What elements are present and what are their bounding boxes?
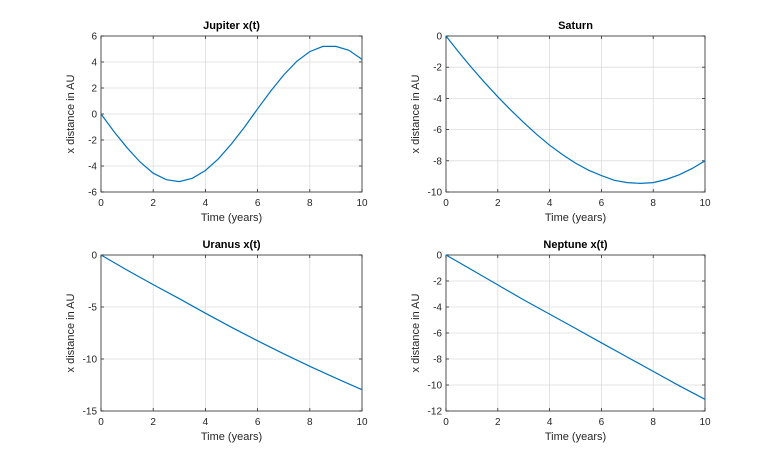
neptune-x-tick-label: 8: [650, 417, 656, 428]
saturn-x-tick-label: 2: [495, 198, 501, 209]
saturn-x-tick-label: 8: [650, 198, 656, 209]
saturn-x-axis-label: Time (years): [545, 212, 606, 224]
uranus-x-tick-label: 2: [150, 417, 156, 428]
neptune-y-tick-label: 0: [436, 251, 442, 262]
jupiter-y-tick-label: -6: [88, 188, 97, 199]
jupiter-x-tick-label: 6: [255, 198, 261, 209]
saturn-title: Saturn: [558, 20, 593, 32]
jupiter-x-tick-label: 4: [203, 198, 209, 209]
neptune-x-tick-label: 0: [443, 417, 449, 428]
uranus-x-tick-label: 8: [307, 417, 313, 428]
neptune-x-tick-label: 6: [599, 417, 605, 428]
neptune-title: Neptune x(t): [543, 239, 608, 251]
jupiter-x-tick-label: 8: [307, 198, 313, 209]
neptune-chart: 0 2 4 6 8 10 -12 -10 -8 -6 -4 -2 0 Neptune x(t) Time (…: [410, 239, 711, 443]
jupiter-y-tick-label: 4: [91, 58, 97, 69]
jupiter-series-line: [100, 45, 363, 183]
neptune-y-tick-label: -4: [433, 303, 442, 314]
saturn-y-tick-label: -6: [433, 125, 442, 136]
uranus-y-tick-label: -15: [83, 407, 98, 418]
neptune-x-axis-label: Time (years): [545, 431, 606, 443]
saturn-y-tick-label: -2: [433, 63, 442, 74]
neptune-y-tick-label: -6: [433, 329, 442, 340]
saturn-y-axis-label: x distance in AU: [410, 75, 422, 154]
uranus-x-tick-label: 10: [356, 417, 368, 428]
saturn-chart: 0 2 4 6 8 10 -10 -8 -6 -4 -2 0 Saturn Time (years) x d…: [410, 20, 711, 224]
neptune-y-tick-label: -10: [428, 381, 443, 392]
uranus-y-axis-label: x distance in AU: [65, 294, 77, 373]
jupiter-y-axis-label: x distance in AU: [65, 75, 77, 154]
uranus-x-tick-label: 0: [98, 417, 104, 428]
jupiter-chart: 0 2 4 6 8 10 -6 -4 -2 0 2 4 6 Jupiter x(t) Time (years…: [65, 20, 368, 224]
neptune-x-tick-label: 10: [699, 417, 711, 428]
neptune-y-tick-label: -2: [433, 277, 442, 288]
saturn-plot-area: [445, 35, 706, 193]
saturn-x-tick-label: 6: [599, 198, 605, 209]
neptune-x-tick-label: 2: [495, 417, 501, 428]
uranus-title: Uranus x(t): [202, 239, 260, 251]
neptune-y-axis-label: x distance in AU: [410, 294, 422, 373]
uranus-y-tick-label: -5: [88, 303, 97, 314]
neptune-y-tick-label: -8: [433, 355, 442, 366]
saturn-x-tick-label: 10: [699, 198, 711, 209]
uranus-plot-area: [100, 254, 363, 412]
jupiter-x-tick-label: 2: [150, 198, 156, 209]
neptune-series-line: [445, 254, 706, 400]
jupiter-y-tick-label: -4: [88, 162, 97, 173]
uranus-y-tick-label: -10: [83, 355, 98, 366]
uranus-x-axis-label: Time (years): [201, 431, 262, 443]
jupiter-y-tick-label: 0: [91, 110, 97, 121]
saturn-y-tick-label: -8: [433, 156, 442, 167]
saturn-y-tick-label: -4: [433, 94, 442, 105]
jupiter-y-tick-label: -2: [88, 136, 97, 147]
uranus-y-tick-label: 0: [91, 251, 97, 262]
neptune-x-tick-label: 4: [547, 417, 553, 428]
neptune-y-tick-label: -12: [428, 407, 443, 418]
jupiter-x-tick-label: 0: [98, 198, 104, 209]
saturn-y-tick-label: 0: [436, 32, 442, 43]
uranus-series-line: [100, 254, 363, 391]
jupiter-x-axis-label: Time (years): [201, 212, 262, 224]
saturn-x-tick-label: 4: [547, 198, 553, 209]
saturn-x-tick-label: 0: [443, 198, 449, 209]
jupiter-title: Jupiter x(t): [203, 20, 260, 32]
uranus-x-tick-label: 6: [255, 417, 261, 428]
saturn-series-line: [445, 35, 706, 185]
jupiter-y-tick-label: 2: [91, 84, 97, 95]
uranus-chart: 0 2 4 6 8 10 -15 -10 -5 0 Uranus x(t) Time (years) x…: [65, 239, 368, 443]
jupiter-y-tick-label: 6: [91, 32, 97, 43]
saturn-y-tick-label: -10: [428, 188, 443, 199]
uranus-x-tick-label: 4: [203, 417, 209, 428]
jupiter-x-tick-label: 10: [356, 198, 368, 209]
